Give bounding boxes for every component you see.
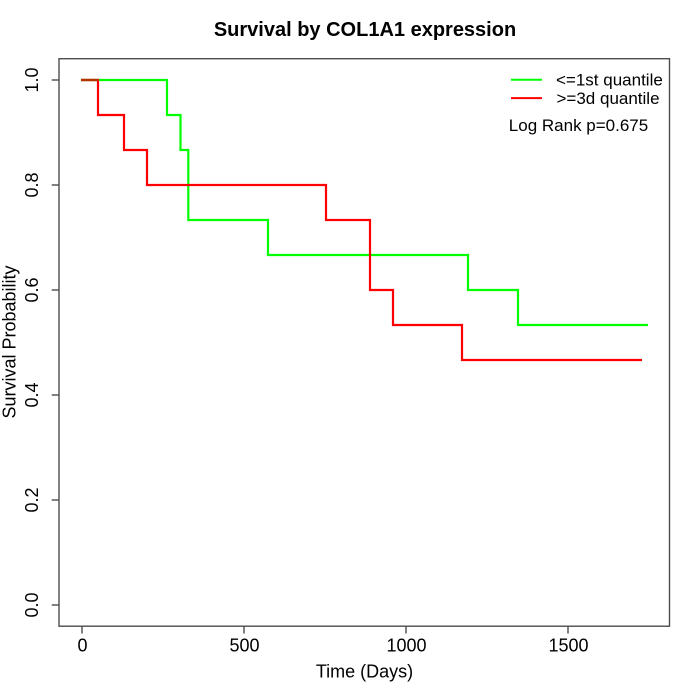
svg-text:0.6: 0.6 <box>22 277 42 302</box>
svg-text:0.0: 0.0 <box>22 592 42 617</box>
svg-text:1000: 1000 <box>386 636 426 656</box>
svg-text:0.4: 0.4 <box>22 382 42 407</box>
svg-text:<=1st quantile: <=1st quantile <box>556 70 663 89</box>
svg-text:Survival by COL1A1 expression: Survival by COL1A1 expression <box>214 19 516 41</box>
svg-text:1500: 1500 <box>548 636 588 656</box>
svg-text:500: 500 <box>229 636 259 656</box>
svg-text:>=3d quantile: >=3d quantile <box>557 89 660 108</box>
svg-text:Time (Days): Time (Days) <box>316 662 413 682</box>
svg-text:1.0: 1.0 <box>22 67 42 92</box>
svg-text:0.2: 0.2 <box>22 487 42 512</box>
svg-text:Log Rank p=0.675: Log Rank p=0.675 <box>509 116 648 135</box>
svg-text:Survival Probability: Survival Probability <box>0 265 20 418</box>
svg-text:0: 0 <box>77 636 87 656</box>
svg-text:0.8: 0.8 <box>22 172 42 197</box>
